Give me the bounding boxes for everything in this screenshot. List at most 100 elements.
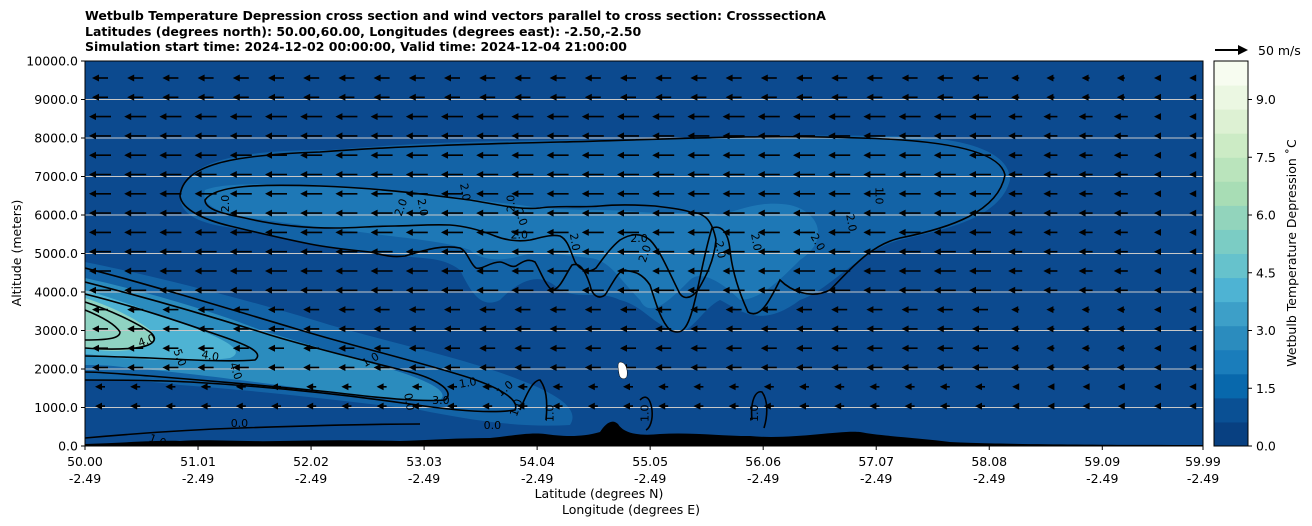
wind-arrow (232, 74, 249, 82)
x-tick-label-lon: -2.49 (747, 471, 779, 486)
wind-arrow (687, 228, 710, 236)
wind-arrow (828, 286, 851, 294)
wind-arrow (898, 171, 921, 178)
wind-arrow (1078, 190, 1093, 198)
wind-arrow (229, 228, 252, 236)
wind-arrow (1078, 248, 1093, 256)
wind-arrow (722, 151, 745, 159)
wind-arrow (690, 344, 707, 352)
wind-arrow (303, 74, 320, 82)
wind-arrow (1043, 113, 1058, 121)
wind-arrow (799, 383, 809, 391)
colorbar-band (1214, 157, 1248, 182)
wind-arrow (303, 364, 320, 371)
wind-arrow (725, 93, 742, 101)
wind-arrow (1113, 132, 1128, 140)
wind-arrow (511, 267, 534, 275)
wind-arrow (1117, 383, 1125, 391)
wind-arrow (725, 74, 742, 82)
wind-arrow (793, 267, 815, 275)
wind-arrow (793, 113, 815, 121)
colorbar-frame (1213, 60, 1249, 447)
wind-arrow (901, 306, 918, 314)
wind-arrow (1008, 228, 1023, 236)
wind-arrow (623, 383, 633, 391)
x-tick-label-lon: -2.49 (973, 471, 1005, 486)
wind-arrow (863, 190, 886, 198)
x-tick-label-lat: 55.05 (632, 454, 668, 469)
wind-arrow (514, 93, 531, 101)
wind-arrow (828, 248, 851, 256)
wind-arrow (725, 364, 742, 371)
wind-arrow (300, 171, 323, 178)
wind-arrow (229, 209, 252, 217)
wind-arrow (441, 113, 463, 121)
wind-arrow (92, 325, 108, 333)
y-tick-label: 0.0 (58, 439, 78, 454)
wind-arrow (303, 93, 320, 101)
wind-arrow (757, 171, 780, 178)
wind-arrow (1008, 286, 1023, 294)
wind-arrow (194, 267, 217, 275)
wind-arrow (1189, 190, 1197, 198)
wind-arrow (866, 93, 883, 101)
wind-arrow (300, 190, 323, 198)
wind-arrow (124, 132, 147, 140)
contour-line-column-c (750, 391, 768, 429)
wind-arrow (124, 151, 147, 159)
wind-arrow (232, 325, 249, 333)
y-tick-label: 6000.0 (34, 208, 78, 223)
wind-arrow (162, 325, 179, 333)
wind-arrow (300, 151, 323, 159)
wind-arrow (124, 209, 147, 217)
wind-arrow (831, 325, 848, 333)
wind-arrow (828, 171, 851, 178)
y-tick-label: 1000.0 (34, 400, 78, 415)
contour-fill-low-mid (85, 278, 443, 401)
wind-arrow (831, 364, 848, 371)
wind-arrow (869, 402, 880, 410)
wind-arrow (828, 113, 851, 121)
wind-arrow (617, 248, 639, 256)
wind-arrow (159, 248, 182, 256)
wind-arrow (441, 267, 463, 275)
wind-arrow (335, 286, 358, 294)
wind-arrow (687, 286, 710, 294)
wind-arrow (89, 228, 111, 236)
wind-arrow (1008, 132, 1023, 140)
contour-line-lower-4 (85, 301, 156, 350)
x-tick-label-lat: 56.06 (745, 454, 781, 469)
wind-arrow (757, 190, 780, 198)
wind-arrow (796, 306, 812, 314)
wind-arrow (552, 383, 563, 391)
wind-arrow (300, 228, 323, 236)
wind-arrow (1154, 93, 1161, 101)
wind-arrow (620, 93, 636, 101)
wind-arrow (581, 209, 604, 217)
wind-arrow (939, 402, 950, 410)
wind-arrow (1189, 74, 1197, 82)
wind-arrow (335, 267, 358, 275)
wind-arrow (1046, 344, 1055, 352)
wind-arrow (194, 209, 217, 217)
wind-arrow (793, 151, 815, 159)
wind-arrow (1046, 93, 1055, 101)
wind-arrow (370, 171, 393, 178)
wind-arrow (933, 151, 956, 159)
y-tick-label: 10000.0 (26, 54, 78, 69)
wind-arrow (514, 306, 531, 314)
contour-line-column-a (519, 379, 548, 421)
wind-arrow (162, 344, 179, 352)
wind-arrow (690, 93, 707, 101)
contour-label: 2.0 (504, 195, 517, 213)
wind-arrow (1081, 74, 1090, 82)
wind-arrow (405, 132, 428, 140)
wind-arrow (972, 344, 988, 352)
wind-arrow (898, 248, 921, 256)
wind-arrow (1154, 190, 1161, 198)
wind-arrow (370, 132, 393, 140)
wind-arrow (1008, 113, 1023, 121)
wind-arrow (1078, 151, 1093, 159)
wind-arrow (1008, 171, 1023, 178)
wind-arrow (936, 344, 953, 352)
